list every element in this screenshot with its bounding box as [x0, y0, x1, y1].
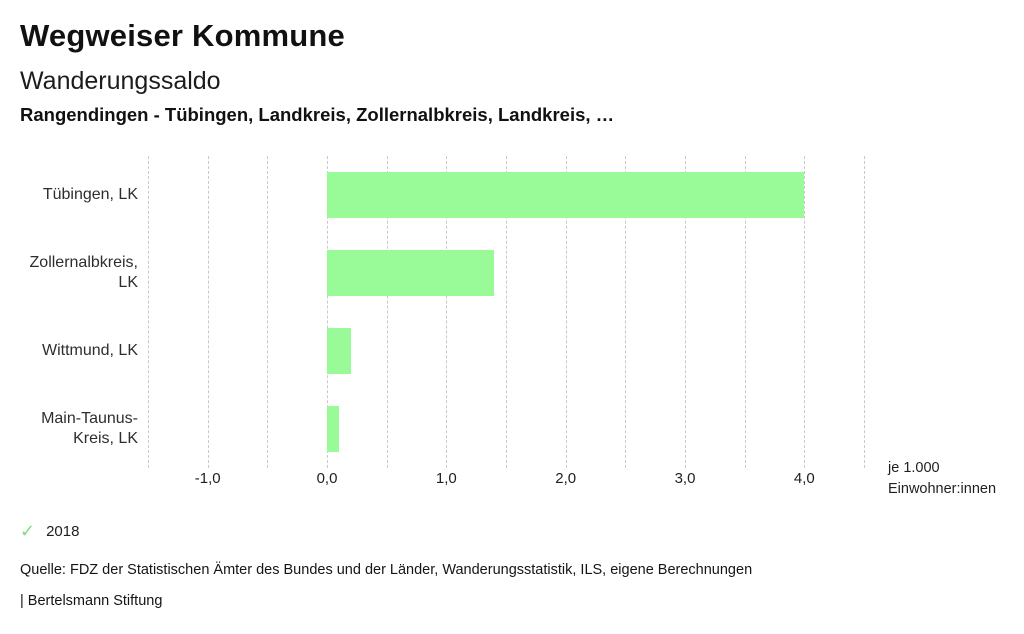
checkmark-icon: ✓: [20, 521, 36, 541]
attribution-text: | Bertelsmann Stiftung: [20, 593, 163, 609]
gridline: [327, 156, 328, 468]
x-tick-label: 3,0: [674, 470, 696, 487]
x-tick-label: 4,0: [793, 470, 815, 487]
bar-main-taunus-kreis-lk[interactable]: [327, 406, 339, 452]
gridline: [864, 156, 865, 468]
gridline: [207, 156, 209, 468]
page-title: Wegweiser Kommune: [20, 18, 345, 53]
source-text: Quelle: FDZ der Statistischen Ämter des …: [20, 562, 753, 578]
bar-t-bingen-lk[interactable]: [327, 172, 805, 218]
gridline: [565, 156, 567, 468]
legend-year-toggle[interactable]: ✓ 2018: [20, 522, 79, 540]
gridline: [148, 156, 149, 468]
x-axis-unit-label: je 1.000 Einwohner:innen: [888, 460, 997, 497]
category-label: Wittmund, LK: [41, 342, 138, 359]
bar-wittmund-lk[interactable]: [327, 328, 351, 374]
x-tick-label: 1,0: [435, 470, 457, 487]
gridline: [625, 156, 627, 468]
legend-year-label: 2018: [46, 522, 80, 540]
x-axis-tick-labels: -1,0 0,0 1,0 2,0 3,0 4,0: [0, 470, 1024, 488]
gridline: [744, 156, 746, 468]
gridline: [446, 156, 448, 468]
gridline: [267, 156, 269, 468]
category-label: Zollernalbkreis, LK: [29, 254, 138, 291]
x-tick-label: 0,0: [316, 470, 338, 487]
category-label: Main-Taunus- Kreis, LK: [41, 410, 138, 447]
bar-zollernalbkreis-lk[interactable]: [327, 250, 495, 296]
gridline: [386, 156, 388, 468]
x-tick-label: 2,0: [555, 470, 577, 487]
chart-subtitle-region-list: Rangendingen - Tübingen, Landkreis, Zoll…: [20, 104, 615, 125]
plot-area: [148, 156, 865, 468]
chart-title: Wanderungssaldo: [20, 67, 221, 95]
gridline: [804, 156, 806, 468]
x-tick-label: -1,0: [194, 470, 221, 487]
gridline: [685, 156, 686, 468]
y-axis-category-labels: Tübingen, LK Zollernalbkreis, LK Wittmund,…: [0, 156, 138, 468]
gridline: [506, 156, 507, 468]
category-label: Tübingen, LK: [42, 186, 138, 203]
